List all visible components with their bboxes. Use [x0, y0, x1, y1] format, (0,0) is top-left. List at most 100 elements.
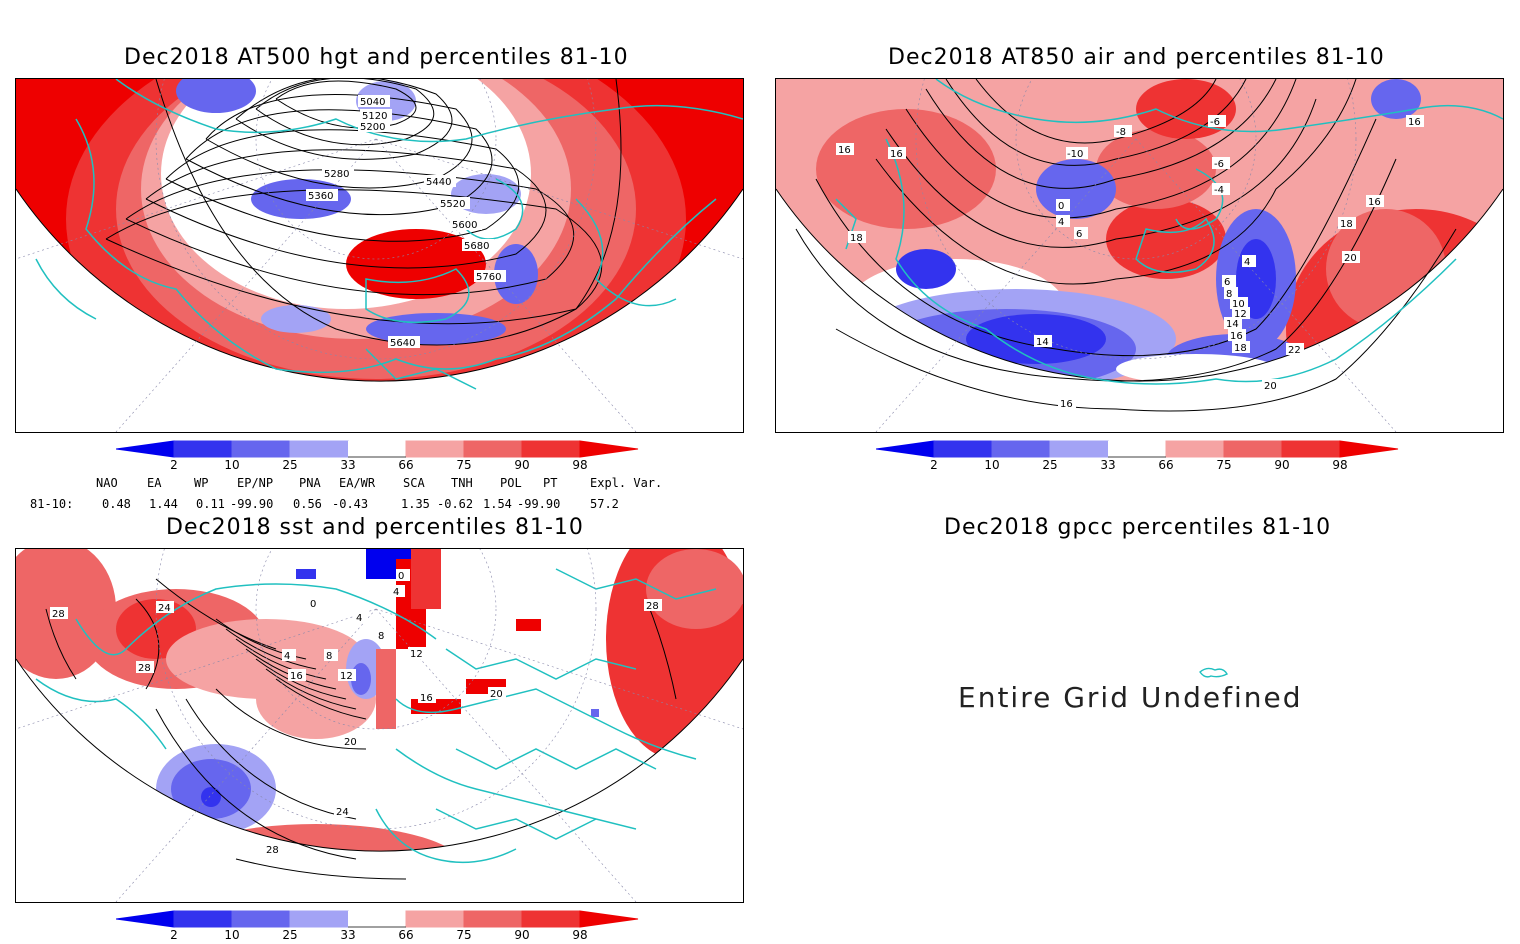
- air-colorbar-svg: 2 10 25 33 66 75 90 98: [875, 440, 1399, 472]
- air-map-panel: -6 -10 -8 -6 -4 0 4 6 16 16 18 16 16 18 …: [775, 78, 1504, 433]
- colorbar-segment: [1223, 440, 1283, 458]
- index-value: 0.48: [102, 497, 131, 511]
- sst-contour-label: 8: [326, 651, 332, 662]
- colorbar-segment: [521, 440, 581, 458]
- hgt-contour-label: 5640: [390, 338, 415, 349]
- index-value: 57.2: [590, 497, 619, 511]
- index-row-label: 81-10:: [30, 497, 74, 511]
- sst-contour-label: 24: [336, 807, 349, 818]
- colorbar-tick-label: 10: [984, 458, 999, 470]
- index-value: -0.43: [332, 497, 369, 511]
- colorbar-segment: [875, 440, 935, 458]
- air-contour-label: 18: [850, 233, 863, 244]
- air-contour-label: 16: [1368, 197, 1381, 208]
- sst-contour-label: 12: [410, 649, 423, 660]
- air-contour-label: 20: [1344, 253, 1357, 264]
- gpcc-panel-title: Dec2018 gpcc percentiles 81-10: [944, 515, 1332, 540]
- gpcc-panel: Entire Grid Undefined: [775, 548, 1502, 901]
- sst-contour-label: 16: [420, 693, 433, 704]
- colorbar-segment: [348, 441, 406, 457]
- sst-map: 28 24 28 16 0 4 8 12 12 8 4 0 4 16 20 20…: [16, 549, 743, 902]
- colorbar-tick-label: 75: [456, 928, 471, 940]
- hgt-map: 5040 5120 5200 5280 5360 5440 5520 5600 …: [16, 79, 743, 432]
- hgt-map-panel: 5040 5120 5200 5280 5360 5440 5520 5600 …: [15, 78, 744, 433]
- air-contour-label: -10: [1067, 149, 1083, 160]
- sst-contour-label: 28: [646, 601, 659, 612]
- air-contour-label: 8: [1226, 289, 1232, 300]
- colorbar-tick-label: 2: [930, 458, 938, 470]
- index-value: 0.56: [293, 497, 322, 511]
- sst-contour-label: 4: [356, 613, 362, 624]
- colorbar-tick-label: 2: [170, 928, 178, 940]
- sst-contour-label: 28: [138, 663, 151, 674]
- colorbar-tick-label: 33: [1100, 458, 1115, 470]
- index-value: 1.54: [483, 497, 512, 511]
- colorbar-segment: [289, 910, 349, 928]
- hgt-contour-label: 5520: [440, 199, 465, 210]
- colorbar-segment: [463, 910, 523, 928]
- sst-contour-label: 16: [290, 671, 303, 682]
- teleconnection-indices: NAO EA WP EP/NP PNA EA/WR SCA TNH POL PT…: [0, 476, 760, 516]
- colorbar-segment: [1049, 440, 1109, 458]
- air-contour-label: 6: [1076, 229, 1082, 240]
- hgt-colorbar: 2 10 25 33 66 75 90 98: [115, 438, 646, 472]
- sst-contour-label: 0: [398, 571, 404, 582]
- sst-contour-label: 0: [310, 599, 316, 610]
- colorbar-tick-label: 66: [398, 928, 413, 940]
- air-contour-label: 10: [1232, 299, 1245, 310]
- index-header: WP: [194, 476, 209, 490]
- colorbar-tick-label: 90: [514, 458, 529, 470]
- index-value: -99.90: [517, 497, 561, 511]
- air-colorbar: 2 10 25 33 66 75 90 98: [875, 438, 1406, 472]
- sst-contour-label: 28: [52, 609, 65, 620]
- index-header: SCA: [403, 476, 425, 490]
- hgt-contour-label: 5760: [476, 272, 501, 283]
- colorbar-tick-label: 98: [572, 458, 587, 470]
- air-contour-label: 18: [1234, 343, 1247, 354]
- hgt-contour-label: 5280: [324, 169, 349, 180]
- index-header: NAO: [96, 476, 118, 490]
- air-contour-label: 18: [1340, 219, 1353, 230]
- colorbar-tick-label: 2: [170, 458, 178, 470]
- air-contour-label: 14: [1226, 319, 1239, 330]
- colorbar-segment: [231, 910, 291, 928]
- air-contour-label: 4: [1058, 217, 1064, 228]
- hgt-panel-title: Dec2018 AT500 hgt and percentiles 81-10: [124, 45, 629, 70]
- sst-map-panel: 28 24 28 16 0 4 8 12 12 8 4 0 4 16 20 20…: [15, 548, 744, 903]
- hgt-contour-label: 5440: [426, 177, 451, 188]
- colorbar-tick-label: 98: [1332, 458, 1347, 470]
- colorbar-segment: [991, 440, 1051, 458]
- colorbar-segment: [1281, 440, 1341, 458]
- colorbar-tick-label: 25: [282, 928, 297, 940]
- colorbar-segment: [173, 910, 233, 928]
- air-contour-label: 16: [890, 149, 903, 160]
- index-header: EA: [147, 476, 162, 490]
- sst-contour-label: 28: [266, 845, 279, 856]
- colorbar-segment: [405, 910, 465, 928]
- hgt-contour-label: 5600: [452, 220, 477, 231]
- air-contour-label: 4: [1244, 257, 1250, 268]
- colorbar-segment: [579, 440, 639, 458]
- sst-contour-label: 4: [393, 587, 399, 598]
- sst-contour-label: 4: [284, 651, 290, 662]
- colorbar-tick-label: 90: [514, 928, 529, 940]
- colorbar-tick-label: 98: [572, 928, 587, 940]
- index-header: PT: [543, 476, 558, 490]
- air-contour-label: 16: [1230, 331, 1243, 342]
- air-contour-label: -4: [1214, 185, 1224, 196]
- air-contour-label: 14: [1036, 337, 1049, 348]
- index-value: 1.44: [149, 497, 178, 511]
- undefined-grid-message: Entire Grid Undefined: [958, 681, 1303, 714]
- colorbar-segment: [115, 440, 175, 458]
- colorbar-tick-label: 75: [456, 458, 471, 470]
- colorbar-segment: [1165, 440, 1225, 458]
- colorbar-tick-label: 10: [224, 458, 239, 470]
- sst-contour-label: 12: [340, 671, 353, 682]
- colorbar-segment: [579, 910, 639, 928]
- sst-contour-label: 24: [158, 603, 171, 614]
- index-header: POL: [500, 476, 522, 490]
- colorbar-segment: [173, 440, 233, 458]
- hgt-contour-label: 5680: [464, 241, 489, 252]
- gpcc-map: [1199, 667, 1228, 678]
- air-panel-title: Dec2018 AT850 air and percentiles 81-10: [888, 45, 1385, 70]
